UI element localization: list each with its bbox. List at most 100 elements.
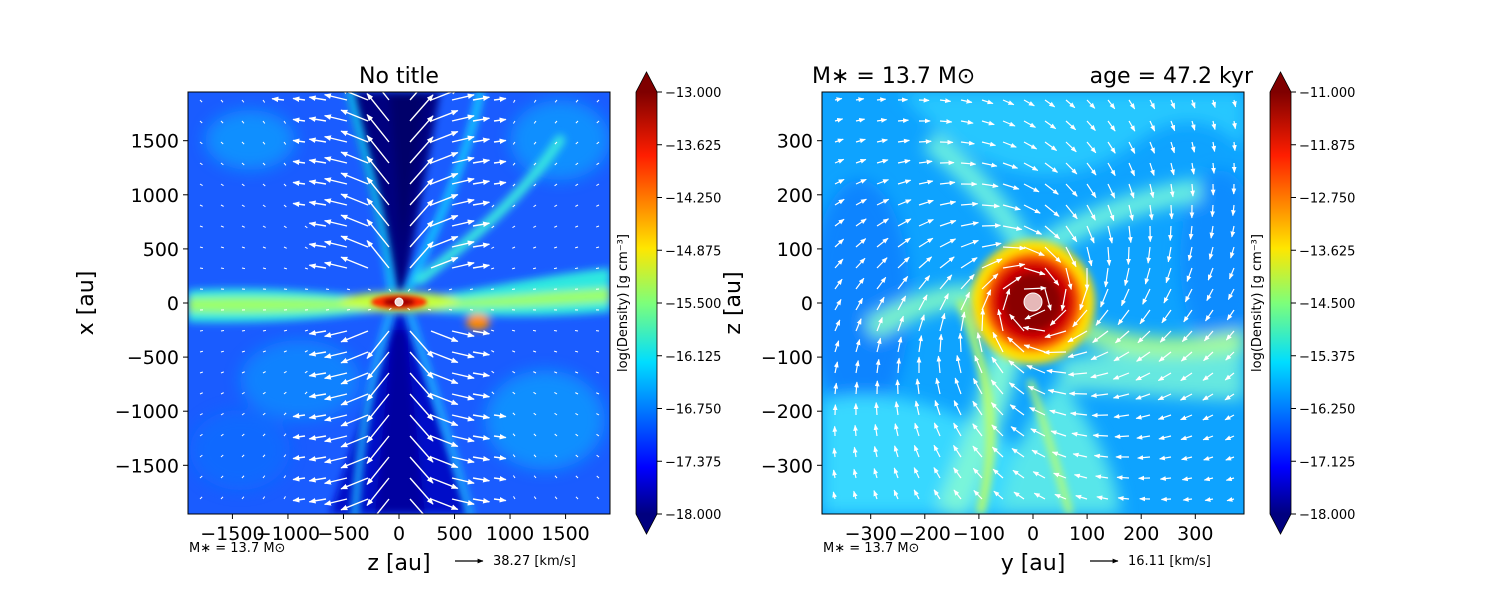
right-velocity-arrow: [1065, 120, 1077, 131]
left-velocity-arrow: [376, 498, 390, 514]
left-velocity-arrow: [323, 393, 348, 401]
right-velocity-arrow: [1050, 430, 1067, 437]
left-velocity-arrow: [366, 177, 390, 206]
right-velocity-arrow: [1157, 414, 1172, 420]
left-velocity-arrow: [199, 99, 203, 103]
left-velocity-arrow: [493, 412, 507, 419]
right-velocity-arrow: [1190, 99, 1196, 109]
left-velocity-arrow: [340, 151, 369, 164]
right-velocity-arrow: [876, 117, 888, 123]
left-velocity-arrow: [451, 414, 475, 422]
right-velocity-arrow: [1107, 141, 1116, 154]
left-velocity-arrow: [554, 246, 558, 249]
left-velocity-arrow: [308, 116, 327, 122]
right-velocity-arrow: [1106, 246, 1112, 266]
left-y-tick-label: −1000: [115, 401, 179, 423]
left-velocity-arrow: [241, 350, 246, 353]
right-velocity-arrow: [1149, 120, 1156, 132]
left-ticks: −1500−1000−500 0 500 1000 1500150010005000−5…: [115, 131, 590, 545]
left-velocity-arrow: [533, 350, 537, 353]
right-velocity-arrow: [976, 332, 983, 353]
right-velocity-arrow: [852, 446, 858, 458]
right-velocity-arrow: [1013, 491, 1025, 500]
right-velocity-arrow: [953, 467, 962, 479]
right-velocity-arrow: [993, 490, 1004, 500]
left-velocity-arrow: [308, 242, 327, 248]
right-velocity-arrow: [1135, 372, 1151, 381]
right-velocity-arrow: [1180, 435, 1193, 441]
right-velocity-arrow: [1203, 476, 1214, 482]
left-velocity-arrow: [292, 201, 306, 208]
left-velocity-arrow: [451, 219, 475, 227]
left-velocity-arrow: [340, 498, 369, 511]
right-velocity-arrow: [1100, 288, 1109, 308]
right-velocity-arrow: [1023, 267, 1046, 276]
right-velocity-arrow: [918, 218, 934, 227]
left-velocity-arrow: [409, 393, 434, 421]
right-velocity-arrow: [834, 158, 845, 164]
right-velocity-arrow: [895, 379, 901, 395]
left-velocity-arrow: [241, 454, 245, 458]
right-velocity-arrow: [855, 297, 864, 311]
left-velocity-arrow: [283, 454, 287, 458]
left-velocity-arrow: [430, 351, 459, 364]
left-velocity-arrow: [554, 141, 558, 145]
right-velocity-arrow: [957, 332, 963, 353]
left-velocity-arrow: [533, 371, 537, 374]
right-velocity-arrow: [997, 308, 1004, 332]
left-velocity-arrow: [430, 372, 459, 385]
left-velocity-arrow: [512, 162, 516, 166]
left-density-map: [188, 92, 610, 514]
right-velocity-arrow: [1065, 162, 1078, 175]
right-velocity-arrow: [1107, 120, 1116, 132]
left-velocity-arrow: [409, 498, 425, 514]
left-velocity-arrow: [472, 158, 491, 165]
right-velocity-arrow: [914, 400, 920, 416]
left-velocity-arrow: [409, 372, 434, 400]
left-velocity-arrow: [512, 120, 516, 124]
left-velocity-arrow: [241, 183, 245, 187]
left-velocity-arrow: [533, 225, 537, 228]
left-velocity-arrow: [472, 350, 491, 357]
left-velocity-arrow: [220, 454, 224, 458]
right-velocity-arrow: [1116, 475, 1130, 481]
right-velocity-arrow: [981, 203, 1000, 209]
right-velocity-arrow: [1044, 330, 1067, 339]
right-velocity-arrow: [1012, 469, 1025, 479]
left-velocity-arrow: [533, 412, 537, 416]
right-velocity-arrow: [939, 180, 956, 186]
left-colorbar-tick-label: −14.250: [665, 192, 721, 207]
left-velocity-arrow: [430, 172, 459, 185]
left-velocity-arrow: [323, 477, 348, 485]
left-velocity-arrow: [241, 433, 245, 437]
right-velocity-arrow: [853, 424, 858, 437]
right-velocity-arrow: [960, 140, 975, 146]
right-velocity-arrow: [1166, 246, 1172, 263]
left-velocity-arrow: [308, 456, 327, 462]
left-velocity-arrow: [262, 141, 266, 145]
right-velocity-arrow: [834, 238, 845, 248]
right-velocity-arrow: [1044, 141, 1058, 151]
left-velocity-arrow: [451, 261, 475, 269]
left-velocity-arrow: [241, 329, 246, 332]
left-velocity-arrow: [366, 477, 390, 506]
right-velocity-arrow: [876, 276, 887, 290]
left-velocity-arrow: [407, 307, 411, 311]
right-velocity-arrow: [1023, 120, 1036, 128]
left-velocity-arrow: [409, 414, 434, 442]
right-velocity-arrow: [1135, 393, 1151, 400]
left-velocity-arrow: [512, 454, 516, 458]
right-velocity-arrow: [1230, 225, 1236, 238]
left-colorbar-tick-label: −16.750: [665, 403, 721, 418]
left-velocity-arrow: [308, 435, 327, 441]
right-velocity-arrow: [981, 183, 999, 189]
left-velocity-arrow: [262, 204, 266, 208]
right-velocity-arrow: [1117, 309, 1130, 326]
right-velocity-arrow: [897, 256, 910, 269]
right-velocity-arrow: [1070, 411, 1088, 417]
left-velocity-arrow: [220, 246, 225, 249]
left-velocity-arrow: [220, 162, 224, 166]
right-panel: M∗ = 13.7 M⊙ age = 47.2 kyr: [721, 64, 1355, 576]
left-velocity-arrow: [323, 93, 348, 101]
left-velocity-arrow: [430, 330, 459, 343]
